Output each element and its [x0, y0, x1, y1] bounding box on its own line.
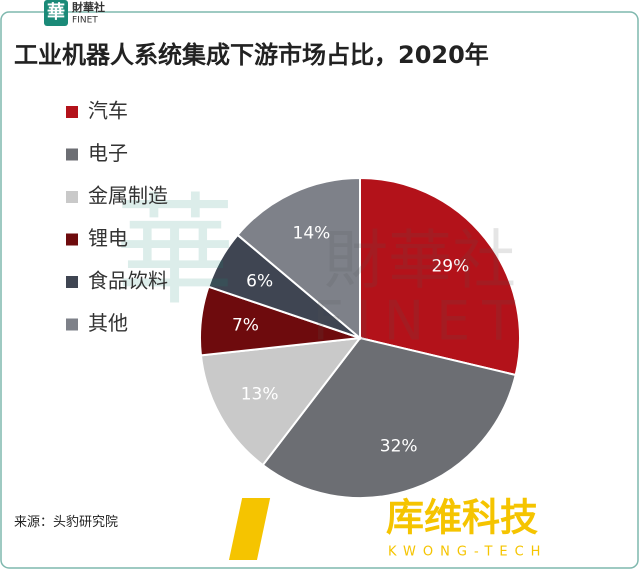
pie-slice [261, 336, 517, 499]
logo-mark: 華 [47, 1, 65, 23]
frame [0, 11, 639, 569]
watermark-name: 財華社 [324, 225, 516, 299]
data-label: 13% [241, 385, 279, 405]
legend-label: 电子 [88, 141, 128, 165]
legend-swatch [66, 318, 78, 331]
logo-box [44, 0, 68, 26]
chart-title: 工业机器人系统集成下游市场占比，2020年 [14, 41, 489, 69]
data-label: 32% [380, 437, 418, 457]
logo-name: 財華社 [71, 0, 105, 14]
legend-label: 食品饮料 [88, 269, 168, 293]
legend-swatch [66, 276, 78, 288]
legend-swatch [66, 106, 78, 118]
data-label: 29% [431, 257, 469, 277]
legend-swatch [66, 191, 78, 203]
pie-slice [359, 176, 521, 377]
legend-swatch [66, 148, 78, 161]
brand-name: 库维科技 [386, 496, 538, 540]
legend-swatch [66, 233, 78, 246]
watermark-mark: 華 [115, 183, 235, 322]
data-label: 7% [232, 315, 259, 335]
brand-icon [228, 498, 271, 560]
pie-slice [236, 176, 361, 341]
legend-label: 锂电 [88, 226, 128, 250]
legend-label: 汽车 [88, 99, 128, 123]
source: 来源：头豹研究院 [14, 514, 118, 529]
legend-label: 其他 [88, 311, 128, 335]
pie-slice [199, 336, 363, 467]
data-label: 6% [246, 271, 273, 291]
data-label: 14% [293, 224, 331, 244]
logo-sub: FINET [72, 16, 98, 26]
watermark: 華 財華社 FINET [115, 183, 528, 353]
brand-sub: KWONG-TECH [388, 545, 547, 560]
pie: 29% 32% 13% 7% 6% 14% [199, 176, 521, 499]
watermark-sub: FINET [313, 290, 528, 353]
legend-label: 金属制造 [88, 184, 168, 208]
